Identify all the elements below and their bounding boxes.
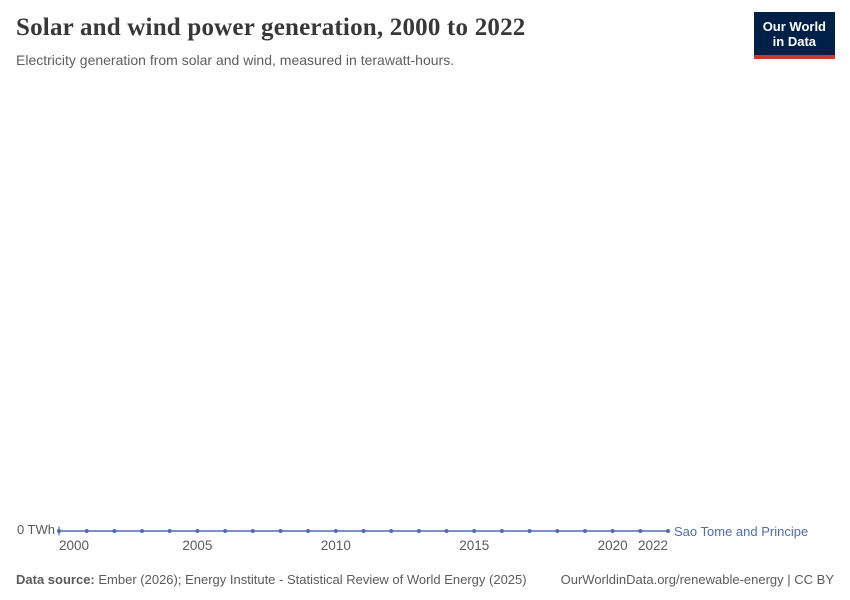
data-point[interactable] xyxy=(555,529,560,533)
data-point[interactable] xyxy=(112,529,117,533)
chart-subtitle: Electricity generation from solar and wi… xyxy=(16,52,455,68)
x-axis-tick-label: 2010 xyxy=(320,538,351,553)
data-point[interactable] xyxy=(389,529,394,533)
data-point[interactable] xyxy=(361,529,366,533)
data-point[interactable] xyxy=(250,529,255,533)
data-point[interactable] xyxy=(223,529,228,533)
x-axis-tick-label: 2020 xyxy=(597,538,628,553)
data-point[interactable] xyxy=(499,529,504,533)
series-entity-label[interactable]: Sao Tome and Principe xyxy=(674,524,809,539)
x-axis-tick-label: 2005 xyxy=(182,538,213,553)
data-point[interactable] xyxy=(167,529,172,533)
data-point[interactable] xyxy=(638,529,643,533)
x-axis-tick-label: 2000 xyxy=(59,538,90,553)
x-axis-tick-label: 2015 xyxy=(459,538,490,553)
data-source-text: Ember (2026); Energy Institute - Statist… xyxy=(98,572,527,587)
owid-logo-line1: Our World xyxy=(762,19,826,34)
data-point[interactable] xyxy=(333,529,338,533)
data-point[interactable] xyxy=(57,529,61,533)
data-point[interactable] xyxy=(84,529,89,533)
data-point[interactable] xyxy=(444,529,449,533)
data-point[interactable] xyxy=(416,529,421,533)
y-axis-tick-label: 0 TWh xyxy=(16,522,55,537)
data-point[interactable] xyxy=(472,529,477,533)
owid-logo-line2: in Data xyxy=(772,34,817,50)
chart-title: Solar and wind power generation, 2000 to… xyxy=(16,14,526,41)
data-point[interactable] xyxy=(610,529,615,533)
data-source-label: Data source: xyxy=(16,572,95,587)
data-point[interactable] xyxy=(140,529,144,533)
data-point[interactable] xyxy=(278,529,283,533)
data-point[interactable] xyxy=(195,529,200,533)
data-point[interactable] xyxy=(306,529,311,533)
data-point[interactable] xyxy=(666,529,670,533)
chart-footer: Data source: Ember (2026); Energy Instit… xyxy=(16,572,834,587)
data-point[interactable] xyxy=(583,529,587,533)
data-source-line: Data source: Ember (2026); Energy Instit… xyxy=(16,572,527,587)
owid-logo: Our World in Data xyxy=(753,12,835,59)
x-axis-tick-label: 2022 xyxy=(637,538,668,553)
credit-link[interactable]: OurWorldinData.org/renewable-energy | CC… xyxy=(560,572,834,587)
data-point[interactable] xyxy=(527,529,532,533)
